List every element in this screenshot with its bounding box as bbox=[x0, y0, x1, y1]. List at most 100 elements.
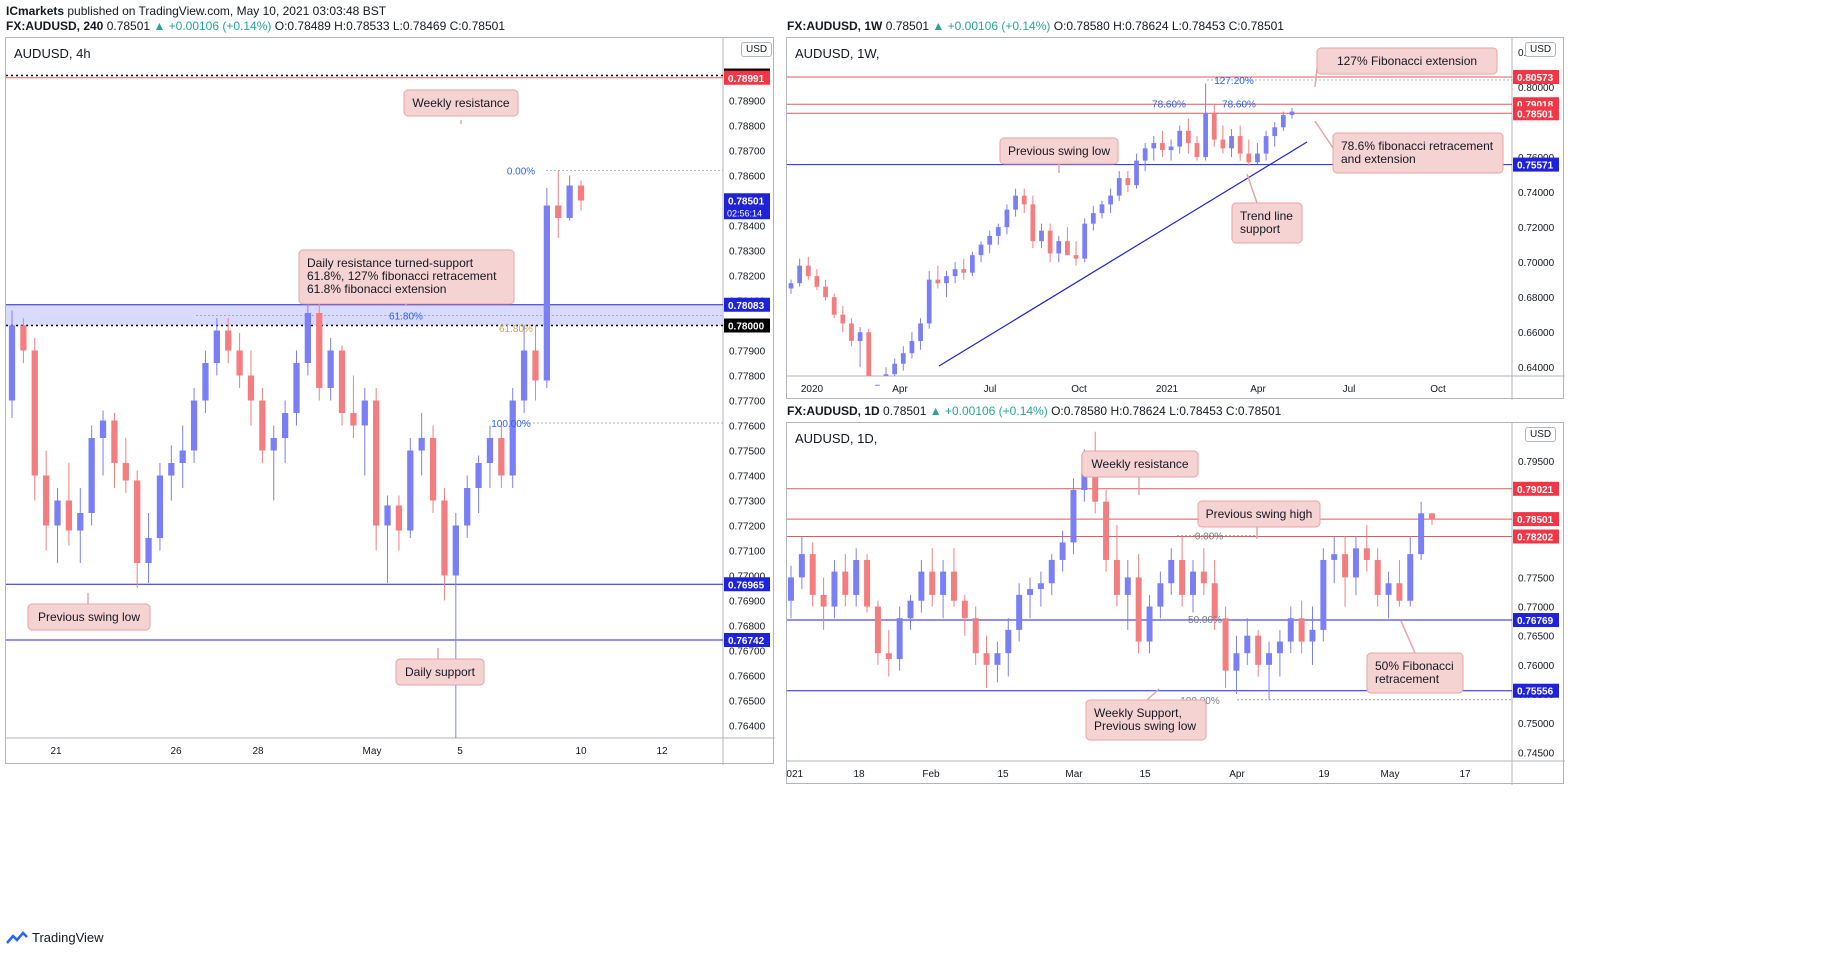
candle-body bbox=[1255, 153, 1260, 163]
candle-body bbox=[247, 375, 255, 401]
chart-canvas-4h[interactable]: 0.790000.789000.788000.787000.786000.784… bbox=[6, 38, 775, 765]
candle-body bbox=[1429, 513, 1435, 520]
candle-body bbox=[1092, 455, 1099, 502]
candle-body bbox=[1016, 594, 1023, 630]
candle-body bbox=[1211, 583, 1218, 619]
tradingview-branding[interactable]: TradingView bbox=[6, 930, 104, 945]
candle-body bbox=[940, 571, 947, 595]
x-tick-label: 15 bbox=[1139, 769, 1151, 780]
price-tag bbox=[1513, 613, 1559, 628]
price-tag bbox=[1513, 481, 1559, 496]
annotation-note bbox=[27, 603, 151, 631]
currency-badge-1d[interactable]: USD bbox=[1525, 427, 1557, 442]
price-tag bbox=[724, 318, 770, 333]
y-tick-label: 0.77200 bbox=[729, 522, 766, 533]
candle-body bbox=[99, 420, 107, 438]
candle-body bbox=[1160, 143, 1165, 151]
annotation-note bbox=[999, 137, 1119, 165]
candle-body bbox=[498, 438, 505, 476]
annotation-note bbox=[1332, 132, 1504, 174]
annotation-text: support bbox=[1240, 222, 1281, 236]
candle-body bbox=[1070, 490, 1077, 543]
candle-body bbox=[31, 350, 38, 476]
annotation-text: 78.6% fibonacci retracement bbox=[1341, 139, 1494, 153]
h4-high: H:0.78533 bbox=[334, 19, 390, 33]
x-tick-label: 2020 bbox=[801, 384, 824, 395]
candle-body bbox=[475, 463, 482, 488]
y-tick-label: 0.76800 bbox=[729, 622, 766, 633]
x-tick-label: Jul bbox=[1343, 384, 1356, 395]
candle-body bbox=[918, 571, 925, 601]
candle-body bbox=[892, 363, 898, 375]
candle-body bbox=[281, 413, 289, 438]
candle-body bbox=[929, 571, 936, 595]
annotation-note bbox=[1366, 652, 1464, 694]
candle-body bbox=[464, 488, 471, 526]
currency-badge-1w[interactable]: USD bbox=[1525, 42, 1557, 57]
fib-label: 127.20% bbox=[1214, 76, 1254, 87]
candle-body bbox=[1266, 653, 1273, 665]
fib-label: 100.00% bbox=[491, 419, 531, 430]
candle-body bbox=[54, 500, 61, 526]
candle-body bbox=[1418, 513, 1425, 555]
candle-body bbox=[1352, 548, 1359, 578]
annotation-text: Previous swing low bbox=[1094, 719, 1196, 733]
last-price-label: 0.78501 bbox=[728, 196, 765, 207]
annotation-note bbox=[1085, 699, 1207, 741]
y-tick-label: 0.77100 bbox=[729, 547, 766, 558]
candle-body bbox=[1185, 130, 1191, 144]
candle-body bbox=[831, 571, 838, 607]
y-tick-label: 0.64000 bbox=[1518, 363, 1555, 374]
publisher-line: ICmarkets published on TradingView.com, … bbox=[6, 4, 386, 18]
chart-label-4h: AUDUSD, 4h bbox=[14, 46, 91, 61]
candle-body bbox=[1103, 501, 1110, 560]
annotation-note bbox=[403, 89, 519, 117]
annotation-text: Daily resistance turned-support bbox=[307, 256, 474, 270]
candle-body bbox=[1005, 629, 1012, 654]
candle-body bbox=[134, 480, 141, 563]
annotation-note bbox=[1197, 500, 1321, 528]
h4-open: O:0.78489 bbox=[274, 19, 331, 33]
candle-body bbox=[225, 330, 232, 351]
candle-body bbox=[1082, 223, 1088, 259]
candle-body bbox=[950, 571, 957, 601]
x-tick-label: 2021 bbox=[1156, 384, 1179, 395]
price-tag bbox=[1513, 683, 1559, 698]
annotation-text: Previous swing low bbox=[38, 610, 140, 624]
candle-body bbox=[788, 577, 794, 601]
annotation-text: Weekly resistance bbox=[412, 96, 509, 110]
chart-canvas-1d[interactable]: 0.795000.790000.785000.775000.770000.765… bbox=[787, 423, 1565, 785]
x-tick-label: 26 bbox=[170, 746, 182, 757]
fib-label: 78.60% bbox=[1152, 100, 1186, 111]
candle-body bbox=[236, 350, 243, 376]
y-tick-label: 0.77400 bbox=[729, 472, 766, 483]
candle-body bbox=[1004, 209, 1010, 228]
candle-body bbox=[202, 363, 209, 401]
candle-body bbox=[874, 606, 881, 654]
candle-body bbox=[1331, 554, 1338, 560]
fib-label: 61.80% bbox=[499, 324, 533, 335]
fib-label: 0.00% bbox=[507, 167, 535, 178]
y-tick-label: 0.77300 bbox=[729, 497, 766, 508]
price-tag-label: 0.79018 bbox=[1517, 100, 1554, 111]
candle-body bbox=[1013, 195, 1018, 210]
candle-body bbox=[1194, 143, 1200, 158]
candle-body bbox=[270, 438, 277, 451]
chart-panel-1w[interactable]: 0.820000.800000.760000.740000.720000.700… bbox=[786, 37, 1565, 400]
y-tick-label: 0.77000 bbox=[729, 572, 766, 583]
y-tick-label: 0.77900 bbox=[729, 347, 766, 358]
chart-panel-4h[interactable]: 0.790000.789000.788000.787000.786000.784… bbox=[5, 37, 775, 765]
candle-body bbox=[918, 323, 923, 341]
chart-panel-1d[interactable]: 0.795000.790000.785000.775000.770000.765… bbox=[786, 422, 1565, 785]
candle-body bbox=[1142, 148, 1148, 161]
candle-body bbox=[168, 463, 175, 476]
x-tick-label: 19 bbox=[1318, 769, 1330, 780]
candle-body bbox=[1407, 554, 1414, 601]
candle-body bbox=[952, 269, 958, 277]
candle-body bbox=[452, 525, 459, 576]
y-tick-label: 0.77700 bbox=[729, 397, 766, 408]
chart-canvas-1w[interactable]: 0.820000.800000.760000.740000.720000.700… bbox=[787, 38, 1565, 400]
candle-body bbox=[1157, 583, 1164, 607]
currency-badge-4h[interactable]: USD bbox=[741, 42, 773, 57]
candle-body bbox=[1134, 160, 1139, 186]
